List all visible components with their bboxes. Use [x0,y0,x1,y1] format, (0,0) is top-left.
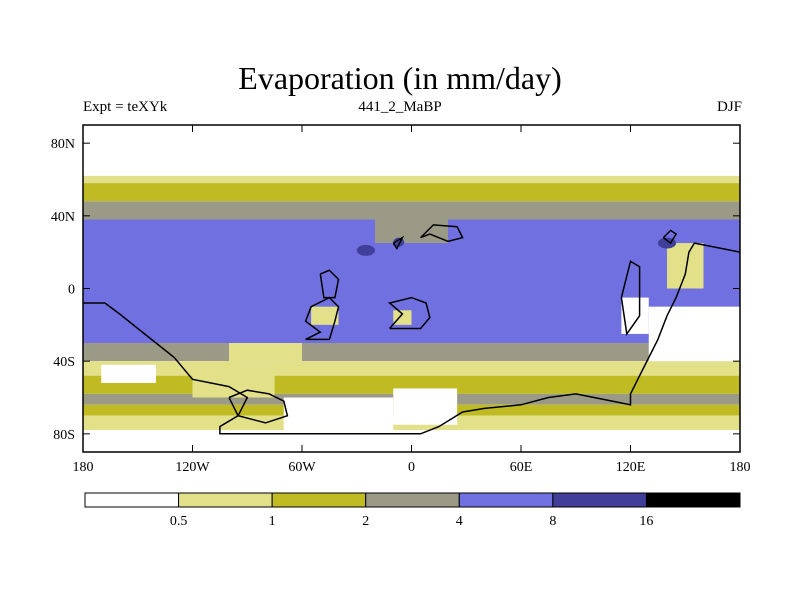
x-tick-label-2: 60W [288,460,316,475]
field-patch-7 [229,343,302,362]
colorbar-swatch-1 [178,492,273,508]
colorbar: 0.5 1 2 4 8 16 [84,492,741,529]
experiment-label: Expt = teXYk [83,99,168,115]
colorbar-label-2: 2 [362,514,369,529]
lat-band-5 [83,343,740,362]
field-patch-4 [648,306,740,362]
colorbar-label-3: 4 [456,514,463,529]
x-tick-label-6: 180 [730,460,751,475]
field-patch-3 [101,364,156,383]
field-patch-8 [375,219,448,244]
lat-band-11 [83,430,740,452]
coastline-8 [392,235,405,250]
field-patch-10 [311,306,339,325]
colorbar-swatch-4 [458,492,554,508]
y-tick-label-3: 40S [53,355,75,370]
colorbar-swatch-6 [645,492,741,508]
coastline-7 [662,229,678,245]
coastline-0 [83,242,740,435]
x-tick-label-5: 120E [616,460,646,475]
x-tick-label-3: 0 [408,460,415,475]
colorbar-swatch-5 [552,492,647,508]
coastline-2 [387,296,431,330]
field-patch-2 [192,361,275,398]
y-tick-label-0: 80N [51,137,75,152]
chart-title: Evaporation (in mm/day) [238,60,562,96]
coastline-6 [228,389,289,424]
lat-band-0 [83,125,740,176]
map-fill [83,125,740,452]
colorbar-label-0: 0.5 [170,514,188,529]
field-patch-9 [393,310,412,325]
coastline-5 [620,260,641,336]
field-patch-6 [667,243,704,289]
lat-band-2 [83,183,740,202]
colorbar-label-1: 1 [269,514,276,529]
colorbar-swatch-0 [84,492,180,508]
coastline-4 [319,269,340,299]
colorbar-label-4: 8 [549,514,556,529]
dataset-label: 441_2_MaBP [358,99,442,115]
x-tick-label-0: 180 [73,460,94,475]
field-patch-1 [283,397,394,431]
y-tick-label-1: 40N [51,210,75,225]
coastline-3 [420,224,464,243]
season-label: DJF [716,99,742,115]
axis-ticks: 180 120W 60W 0 60E 120E 180 80N 40N 0 40S 80S [51,125,751,475]
x-tick-label-1: 120W [175,460,210,475]
lat-band-3 [83,201,740,220]
lat-band-1 [83,175,740,184]
y-tick-label-2: 0 [68,283,75,298]
field-patch-0 [393,388,458,425]
high-evap-blob-0 [356,244,375,256]
colorbar-swatch-2 [271,492,367,508]
y-tick-label-4: 80S [53,428,75,443]
x-tick-label-4: 60E [510,460,533,475]
colorbar-label-5: 16 [639,514,653,529]
land-outlines [83,224,740,435]
colorbar-swatch-3 [365,492,460,508]
